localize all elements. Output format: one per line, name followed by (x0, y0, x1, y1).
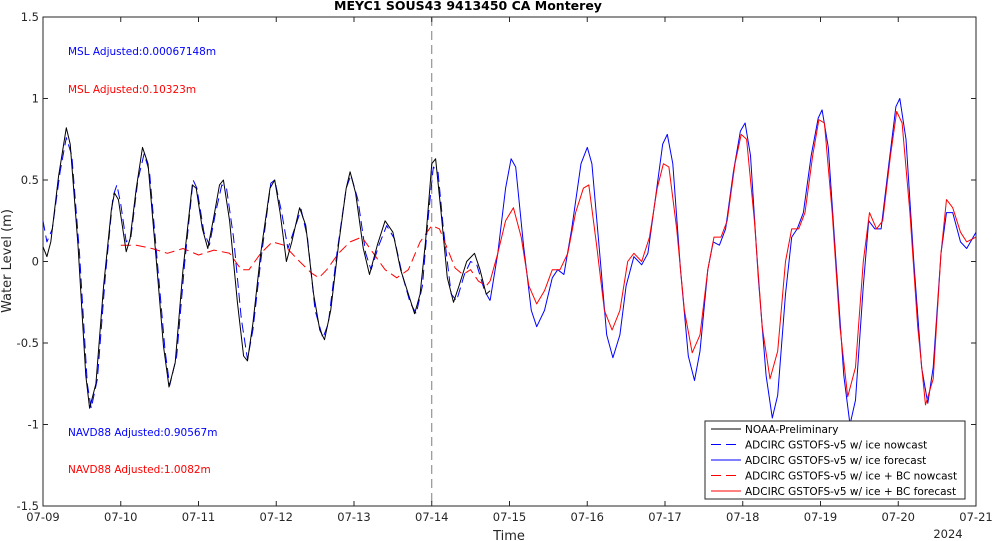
x-tick-label: 07-13 (337, 510, 370, 524)
annotations: MSL Adjusted:0.00067148m MSL Adjusted:0.1… (68, 46, 217, 476)
legend-label-adcirc-gstofs-v5-w-ice-bc-forecast: ADCIRC GSTOFS-v5 w/ ice + BC forecast (745, 486, 956, 498)
y-axis-title: Water Level (m) (0, 209, 15, 313)
series-line-adcirc-gstofs-v5-w-ice-bc-forecast (489, 111, 977, 406)
chart-title: MEYC1 SOUS43 9413450 CA Monterey (334, 0, 602, 13)
x-tick-label: 07-10 (104, 510, 137, 524)
y-tick-label: 0 (32, 255, 39, 269)
x-tick-label: 07-09 (26, 510, 59, 524)
x-tick-label: 07-11 (182, 510, 215, 524)
annotation-navd-red: NAVD88 Adjusted:1.0082m (68, 464, 211, 476)
x-tick-label: 07-20 (882, 510, 915, 524)
annotation-msl-red: MSL Adjusted:0.10323m (68, 84, 196, 96)
series-line-adcirc-gstofs-v5-w-ice-forecast (489, 98, 977, 425)
legend-box (704, 420, 966, 500)
x-tick-label: 07-16 (571, 510, 604, 524)
y-tick-label: 0.5 (21, 173, 39, 187)
year-label: 2024 (933, 527, 962, 541)
x-axis-title: Time (492, 529, 525, 541)
x-tick-label: 07-14 (415, 510, 448, 524)
y-tick-label: -1 (28, 418, 39, 432)
series-line-adcirc-gstofs-v5-w-ice-bc-nowcast (120, 225, 491, 287)
legend-label-adcirc-gstofs-v5-w-ice-forecast: ADCIRC GSTOFS-v5 w/ ice forecast (745, 455, 926, 467)
series-layer (42, 98, 977, 425)
annotation-msl-blue: MSL Adjusted:0.00067148m (68, 46, 216, 58)
y-tick-label: 1.5 (21, 10, 39, 24)
y-tick-label: -1.5 (17, 499, 39, 513)
x-tick-label: 07-17 (648, 510, 681, 524)
series-line-noaa-preliminary (42, 127, 491, 409)
x-tick-label: 07-19 (804, 510, 837, 524)
x-tick-label: 07-21 (959, 510, 992, 524)
annotation-navd-blue: NAVD88 Adjusted:0.90567m (68, 427, 217, 439)
x-tick-label: 07-18 (726, 510, 759, 524)
y-axis: -1.5 -1 -0.5 0 0.5 1 1.5 (17, 10, 976, 513)
x-tick-label: 07-12 (260, 510, 293, 524)
x-axis: 07-09 07-10 07-11 07-12 07-13 07-14 07-15 07-16… (26, 17, 992, 524)
legend: NOAA-Preliminary ADCIRC GSTOFS-v5 w/ ice … (704, 420, 966, 500)
legend-label-adcirc-gstofs-v5-w-ice-nowcast: ADCIRC GSTOFS-v5 w/ ice nowcast (745, 440, 927, 452)
y-tick-label: -0.5 (17, 336, 39, 350)
y-tick-label: 1 (32, 92, 39, 106)
legend-label-adcirc-gstofs-v5-w-ice-bc-nowcast: ADCIRC GSTOFS-v5 w/ ice + BC nowcast (745, 471, 957, 483)
series-line-adcirc-gstofs-v5-w-ice-nowcast (42, 137, 491, 409)
legend-label-noaa-preliminary: NOAA-Preliminary (745, 424, 838, 436)
x-tick-label: 07-15 (493, 510, 526, 524)
